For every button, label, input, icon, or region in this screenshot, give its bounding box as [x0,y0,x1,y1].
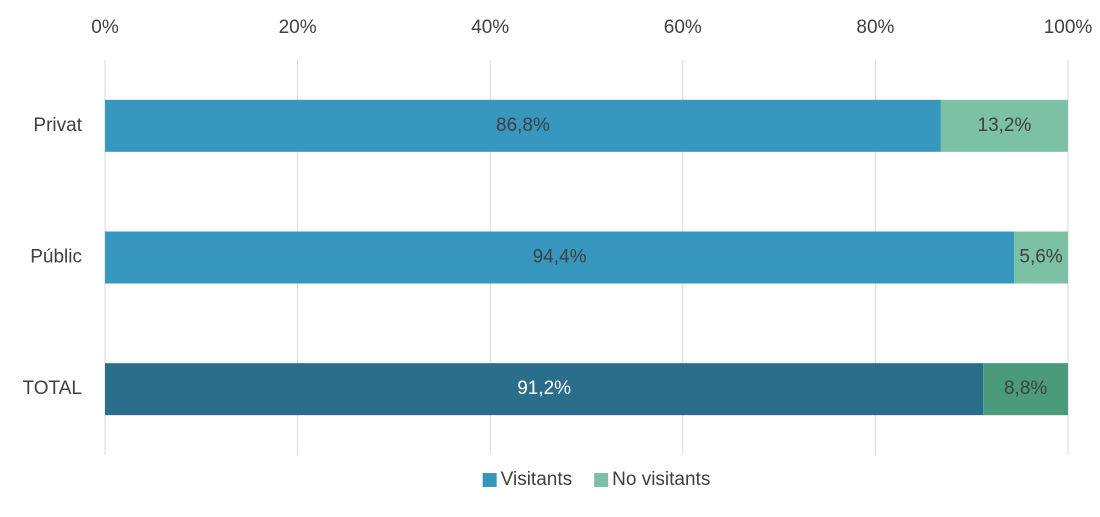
bar-segment [105,99,941,152]
bar-segment [1014,231,1068,284]
data-label: 13,2% [978,115,1032,136]
legend-swatch [594,473,609,487]
x-tick-label: 0% [91,17,119,38]
bar-segment [105,231,1015,284]
y-tick-label: Privat [33,115,82,136]
x-tick-label: 20% [279,17,317,38]
bar-segment [983,363,1068,416]
x-tick-label: 60% [664,17,702,38]
y-tick-label: TOTAL [23,378,82,399]
data-label: 5,6% [1019,247,1062,268]
data-label: 91,2% [517,378,571,399]
data-label: 94,4% [533,247,587,268]
x-tick-label: 100% [1044,17,1093,38]
bar-segment [940,99,1068,152]
bar-segment [105,363,984,416]
legend-label: Visitants [501,469,572,490]
x-tick-label: 40% [471,17,509,38]
x-tick-label: 80% [856,17,894,38]
data-label: 86,8% [496,115,550,136]
data-label: 8,8% [1004,378,1047,399]
y-tick-label: Públic [30,247,82,268]
legend-swatch [482,473,497,487]
legend-label: No visitants [612,469,710,490]
